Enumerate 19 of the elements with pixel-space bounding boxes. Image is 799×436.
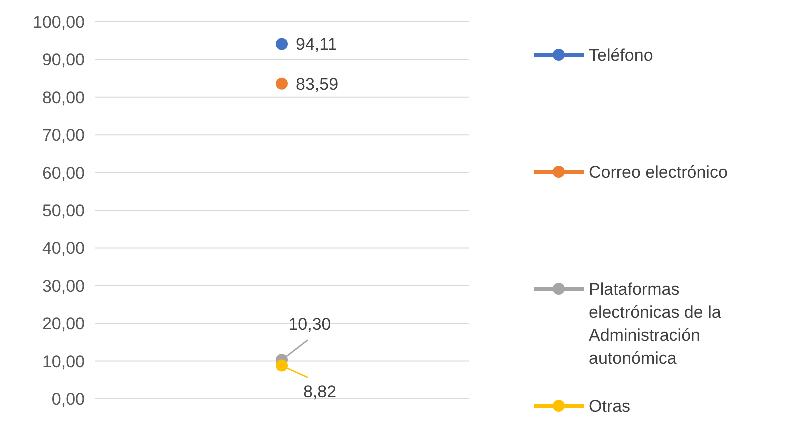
y-tick-label: 100,00 [33,13,85,32]
data-label: 83,59 [296,74,339,94]
y-tick-label: 30,00 [42,276,85,296]
data-label: 8,82 [303,382,337,402]
legend-label: Teléfono [589,46,654,65]
legend-label: Plataformas electrónicas de la Administración autonómica [589,280,722,368]
y-tick-label: 90,00 [42,50,85,70]
y-tick-label: 40,00 [42,239,85,258]
y-tick-label: 80,00 [42,88,85,108]
y-tick-label: 70,00 [42,126,85,146]
legend-label: Correo electrónico [589,163,728,182]
y-tick-label: 20,00 [42,314,85,334]
y-tick-label: 10,00 [42,352,85,372]
y-tick-label: 0,00 [52,390,85,409]
y-tick-label: 60,00 [42,164,85,183]
data-label: 94,11 [296,35,338,54]
legend-label: Otras [589,397,631,416]
y-tick-label: 50,00 [42,202,85,220]
data-label: 10,30 [288,315,332,334]
